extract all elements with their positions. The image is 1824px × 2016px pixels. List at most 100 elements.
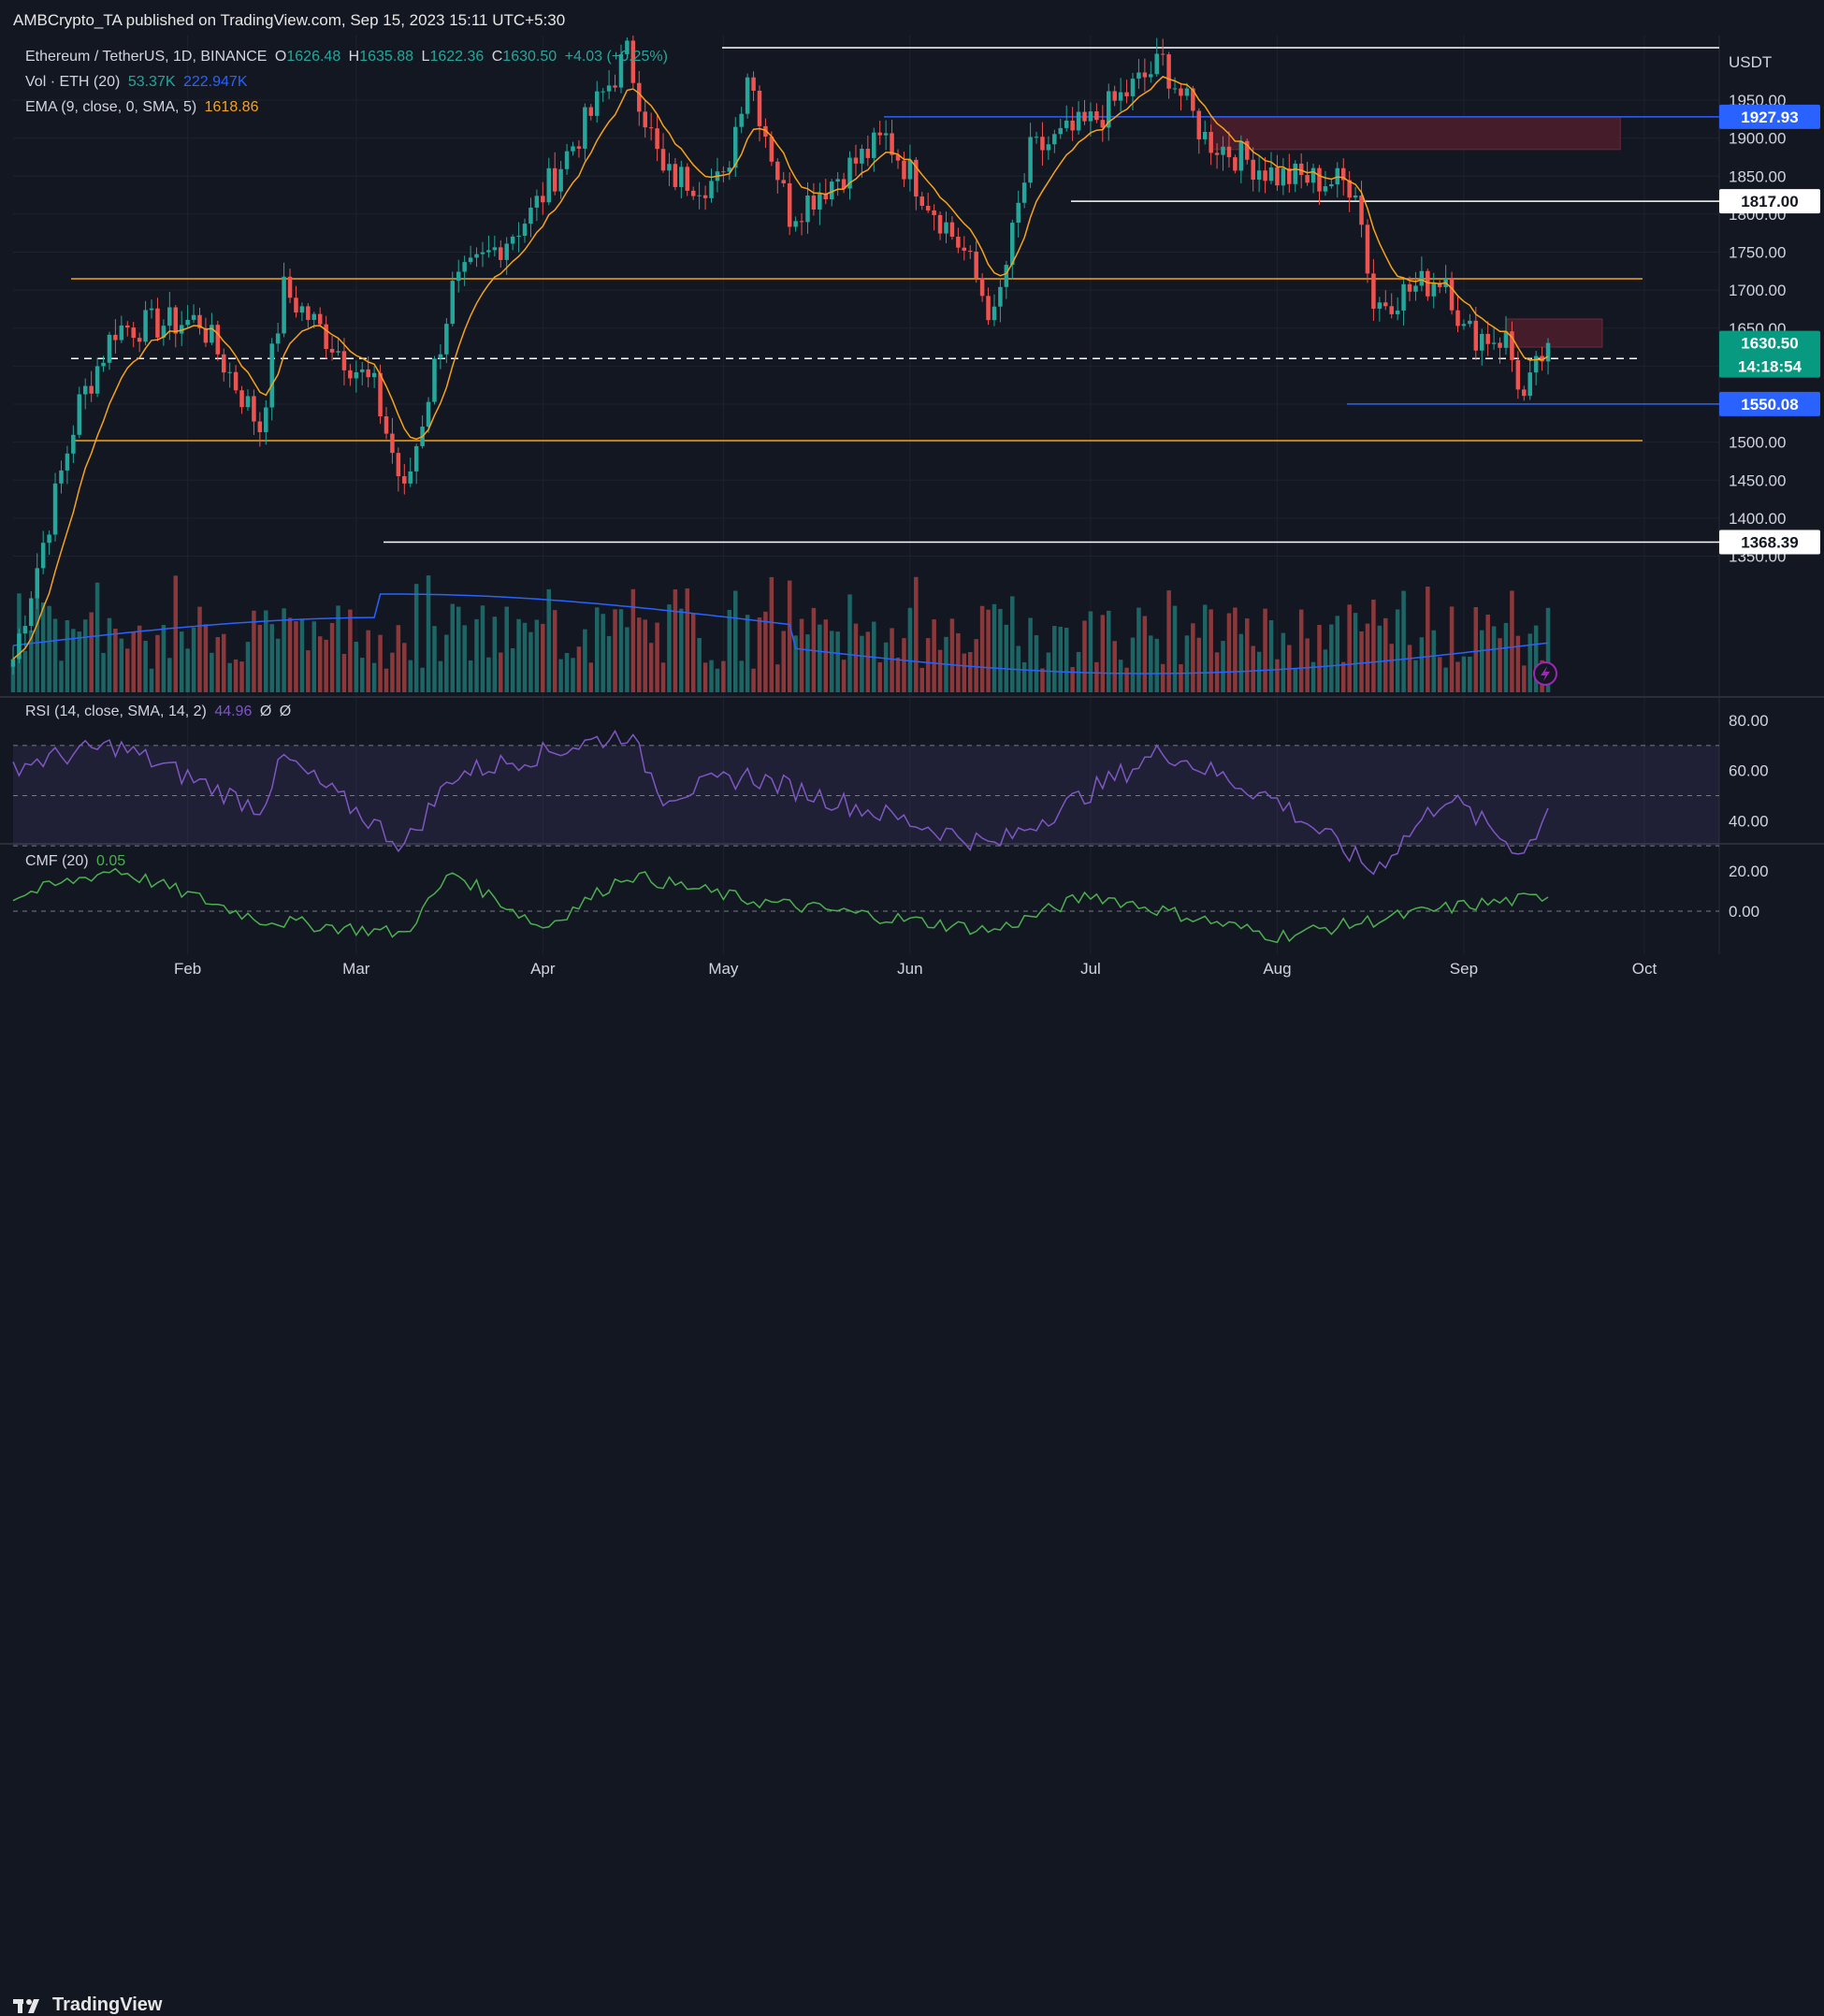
volume-bar bbox=[1100, 615, 1106, 692]
candle-body bbox=[992, 306, 997, 321]
volume-bar bbox=[1263, 608, 1267, 692]
chart-svg[interactable]: USDT1950.001900.001850.001800.001750.001… bbox=[0, 36, 1824, 992]
candle-body bbox=[191, 314, 196, 320]
volume-bar bbox=[860, 635, 864, 692]
volume-bar bbox=[22, 650, 28, 692]
candle-body bbox=[944, 222, 948, 234]
candle-body bbox=[203, 327, 209, 343]
candle-body bbox=[937, 214, 943, 234]
ema-legend: EMA (9, close, 0, SMA, 5) 1618.86 bbox=[25, 99, 262, 116]
candle-body bbox=[438, 354, 443, 359]
volume-bar bbox=[1238, 633, 1244, 692]
candle-body bbox=[732, 126, 738, 168]
candle-body bbox=[1221, 146, 1225, 155]
volume-bar bbox=[732, 590, 738, 692]
badge-1817-bg bbox=[1719, 189, 1820, 214]
rsi-line bbox=[12, 729, 1549, 876]
volume-bar bbox=[10, 662, 16, 692]
candle-body bbox=[1455, 310, 1460, 326]
volume-bar bbox=[919, 667, 925, 692]
candle-body bbox=[534, 196, 540, 208]
volume-bar bbox=[613, 609, 617, 692]
volume-bar bbox=[932, 619, 936, 692]
volume-bar bbox=[161, 625, 166, 692]
volume-bar bbox=[564, 653, 570, 692]
volume-bar bbox=[89, 612, 94, 692]
candle-body bbox=[210, 325, 214, 343]
volume-bar bbox=[468, 660, 473, 692]
volume-bar bbox=[492, 616, 498, 692]
candle-body bbox=[329, 349, 335, 353]
rsi-label[interactable]: RSI (14, close, SMA, 14, 2) bbox=[25, 703, 207, 719]
ema-label[interactable]: EMA (9, close, 0, SMA, 5) bbox=[25, 99, 197, 115]
candle-body bbox=[1124, 92, 1129, 96]
candle-body bbox=[22, 626, 28, 634]
volume-bar bbox=[702, 662, 708, 692]
candle-body bbox=[1245, 140, 1250, 160]
candle-body bbox=[1058, 127, 1064, 135]
candle-body bbox=[366, 369, 370, 378]
volume-bar bbox=[239, 661, 244, 692]
candle-body bbox=[1149, 74, 1153, 78]
volume-bar bbox=[606, 635, 612, 692]
volume-bar bbox=[1130, 637, 1136, 692]
volume-bars bbox=[10, 575, 1551, 692]
candle-body bbox=[1166, 54, 1171, 89]
volume-bar bbox=[215, 637, 221, 692]
legend-l-label: L bbox=[421, 49, 430, 65]
volume-bar bbox=[727, 609, 732, 692]
volume-bar bbox=[1028, 617, 1033, 692]
candle-body bbox=[1064, 120, 1069, 128]
volume-bar bbox=[1335, 616, 1340, 692]
volume-bar bbox=[895, 657, 901, 692]
volume-bar bbox=[348, 609, 353, 692]
candle-body bbox=[504, 243, 509, 260]
candle-body bbox=[1527, 372, 1532, 397]
candle-body bbox=[805, 196, 810, 223]
badge-current-price: 1630.50 bbox=[1741, 335, 1798, 353]
candle-body bbox=[1256, 170, 1262, 181]
candle-body bbox=[35, 568, 39, 599]
candle-body bbox=[1407, 283, 1412, 292]
candle-body bbox=[1323, 186, 1328, 192]
cmf-tick-label: 0.00 bbox=[1729, 903, 1759, 921]
time-axis-label: Sep bbox=[1450, 960, 1478, 978]
volume-bar bbox=[107, 617, 112, 692]
volume-bar bbox=[1124, 667, 1129, 692]
volume-bar bbox=[1515, 635, 1521, 692]
volume-bar bbox=[35, 588, 39, 692]
legend-h-value: 1635.88 bbox=[359, 49, 414, 65]
volume-bar bbox=[426, 575, 431, 692]
volume-bar bbox=[456, 606, 461, 692]
volume-bar bbox=[294, 621, 298, 692]
volume-bar bbox=[1479, 630, 1484, 692]
volume-bar bbox=[853, 623, 859, 692]
volume-bar bbox=[552, 610, 557, 692]
ema-line bbox=[12, 76, 1549, 660]
candle-body bbox=[685, 167, 690, 191]
volume-label[interactable]: Vol · ETH (20) bbox=[25, 74, 121, 90]
volume-bar bbox=[227, 662, 232, 692]
cmf-label[interactable]: CMF (20) bbox=[25, 853, 89, 869]
volume-bar bbox=[618, 609, 624, 692]
tradingview-logo[interactable]: TradingView bbox=[13, 1994, 162, 2016]
legend-symbol[interactable]: Ethereum / TetherUS, 1D, BINANCE bbox=[25, 49, 268, 65]
supply-zone bbox=[1210, 116, 1621, 151]
candle-body bbox=[125, 325, 130, 328]
candle-body bbox=[131, 327, 136, 339]
time-axis-label: Jul bbox=[1080, 960, 1101, 978]
volume-bar bbox=[1040, 668, 1045, 692]
volume-bar bbox=[1491, 626, 1497, 692]
volume-bar bbox=[210, 652, 214, 692]
candle-body bbox=[1389, 306, 1394, 314]
candle-body bbox=[1461, 324, 1467, 326]
volume-bar bbox=[775, 664, 780, 692]
candle-body bbox=[510, 236, 515, 244]
candle-body bbox=[317, 313, 323, 325]
candle-body bbox=[10, 659, 16, 667]
candle-body bbox=[233, 371, 239, 391]
volume-bar bbox=[197, 606, 202, 692]
candle-body bbox=[974, 251, 978, 279]
volume-bar bbox=[1498, 638, 1502, 692]
volume-bar bbox=[1347, 604, 1352, 692]
